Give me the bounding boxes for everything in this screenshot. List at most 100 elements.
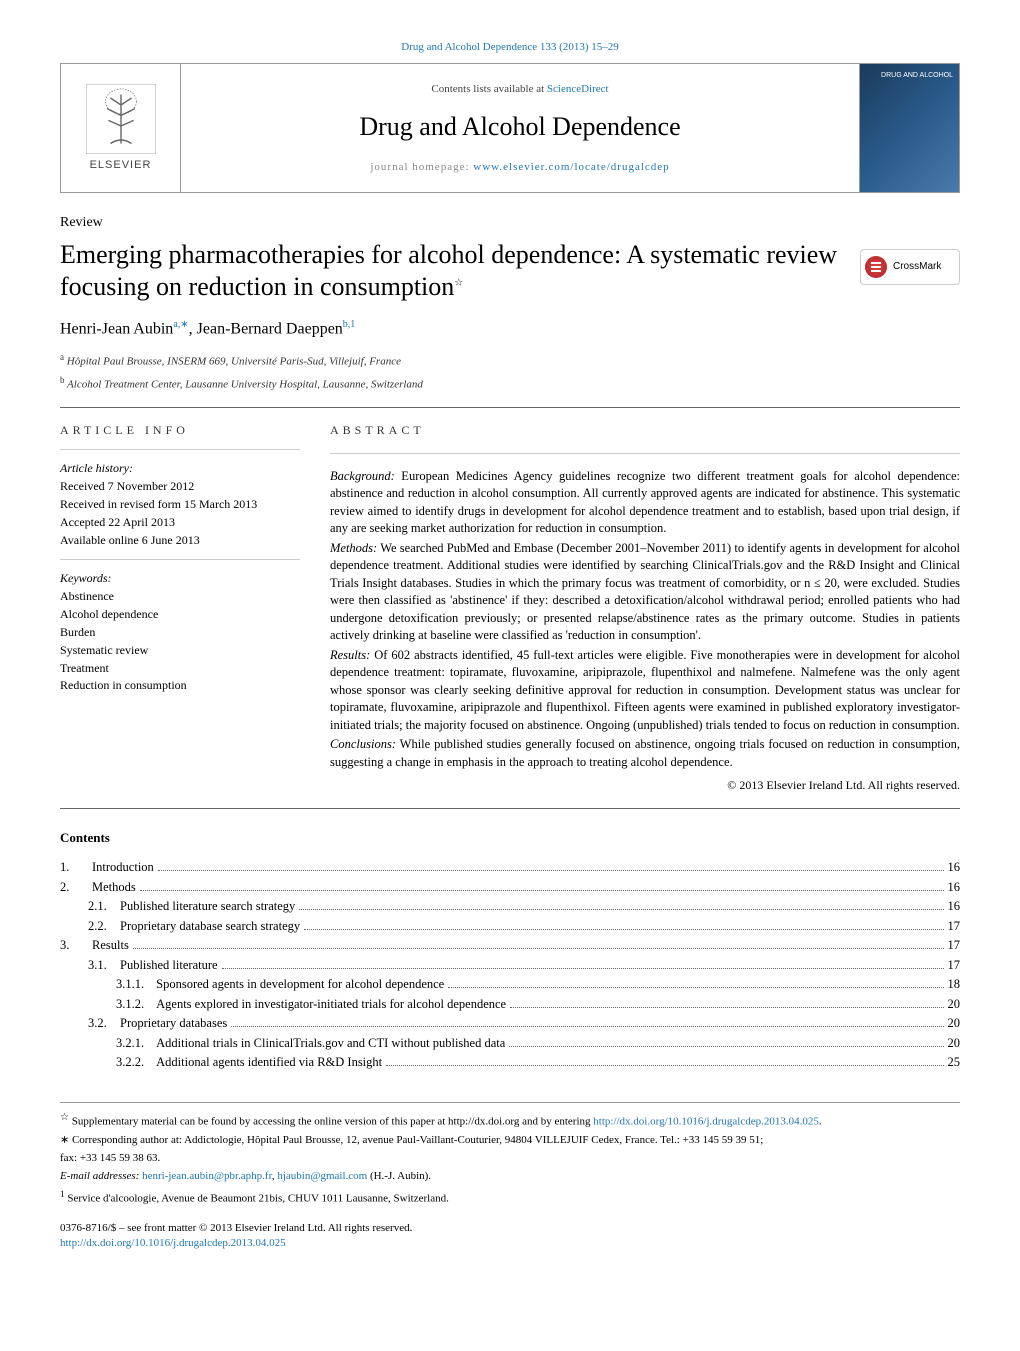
journal-cover-thumbnail: DRUG AND ALCOHOL bbox=[859, 64, 959, 192]
doi-link[interactable]: http://dx.doi.org/10.1016/j.drugalcdep.2… bbox=[60, 1237, 286, 1249]
keyword: Abstinence bbox=[60, 588, 300, 605]
background-text: European Medicines Agency guidelines rec… bbox=[330, 469, 960, 536]
keyword: Burden bbox=[60, 624, 300, 641]
contents-prefix: Contents lists available at bbox=[431, 83, 546, 95]
toc-row[interactable]: 2. Methods 16 bbox=[60, 879, 960, 897]
homepage-link[interactable]: www.elsevier.com/locate/drugalcdep bbox=[473, 161, 669, 173]
journal-homepage: journal homepage: www.elsevier.com/locat… bbox=[370, 160, 669, 175]
toc-text: Methods bbox=[92, 879, 136, 897]
copyright: © 2013 Elsevier Ireland Ltd. All rights … bbox=[330, 777, 960, 794]
background-label: Background: bbox=[330, 469, 395, 483]
history-item: Available online 6 June 2013 bbox=[60, 532, 300, 549]
email-suffix: (H.-J. Aubin). bbox=[367, 1170, 431, 1182]
toc-text: Sponsored agents in development for alco… bbox=[156, 976, 444, 994]
toc-text: Proprietary database search strategy bbox=[120, 918, 300, 936]
abstract-methods: Methods: We searched PubMed and Embase (… bbox=[330, 540, 960, 645]
results-text: Of 602 abstracts identified, 45 full-tex… bbox=[330, 648, 960, 732]
footnote-corresponding: ∗ Corresponding author at: Addictologie,… bbox=[60, 1133, 960, 1148]
contents-heading: Contents bbox=[60, 829, 960, 847]
conclusions-text: While published studies generally focuse… bbox=[330, 737, 960, 769]
toc-dots bbox=[509, 1046, 943, 1047]
toc-row[interactable]: 3.2.Proprietary databases20 bbox=[60, 1015, 960, 1033]
divider bbox=[60, 808, 960, 809]
toc-page: 17 bbox=[948, 957, 961, 975]
toc-page: 16 bbox=[948, 879, 961, 897]
toc-number: 3.1.1. bbox=[116, 976, 144, 994]
toc-text: Additional trials in ClinicalTrials.gov … bbox=[156, 1035, 505, 1053]
author-separator: , Jean-Bernard Daeppen bbox=[189, 320, 343, 337]
toc-row[interactable]: 3.1.Published literature17 bbox=[60, 957, 960, 975]
divider bbox=[60, 407, 960, 408]
page-footer: 0376-8716/$ – see front matter © 2013 El… bbox=[60, 1221, 960, 1252]
title-text: Emerging pharmacotherapies for alcohol d… bbox=[60, 240, 837, 302]
toc-page: 17 bbox=[948, 937, 961, 955]
toc-row[interactable]: 3.1.1. Sponsored agents in development fo… bbox=[60, 976, 960, 994]
author-1: Henri-Jean Aubin bbox=[60, 320, 173, 337]
abstract-background: Background: European Medicines Agency gu… bbox=[330, 468, 960, 538]
toc-row[interactable]: 2.1.Published literature search strategy… bbox=[60, 898, 960, 916]
divider bbox=[60, 449, 300, 450]
supp-link[interactable]: http://dx.doi.org/10.1016/j.drugalcdep.2… bbox=[593, 1115, 819, 1127]
footnote-supplementary: ☆ Supplementary material can be found by… bbox=[60, 1111, 960, 1130]
toc-number: 3.2.2. bbox=[116, 1054, 144, 1072]
email-2[interactable]: hjaubin@gmail.com bbox=[277, 1170, 367, 1182]
table-of-contents: 1. Introduction 162. Methods 162.1.Published… bbox=[60, 859, 960, 1072]
toc-row[interactable]: 3.2.1.Additional trials in ClinicalTrial… bbox=[60, 1035, 960, 1053]
supp-text: Supplementary material can be found by a… bbox=[69, 1115, 593, 1127]
keyword: Treatment bbox=[60, 660, 300, 677]
corr-marker: ∗ bbox=[60, 1134, 69, 1146]
toc-dots bbox=[299, 909, 943, 910]
toc-row[interactable]: 2.2. Proprietary database search strategy… bbox=[60, 918, 960, 936]
elsevier-label: ELSEVIER bbox=[90, 158, 152, 173]
toc-dots bbox=[158, 870, 944, 871]
article-title: Emerging pharmacotherapies for alcohol d… bbox=[60, 239, 960, 304]
toc-row[interactable]: 3.2.2.Additional agents identified via R… bbox=[60, 1054, 960, 1072]
toc-page: 20 bbox=[948, 996, 961, 1014]
service-text: Service d'alcoologie, Avenue de Beaumont… bbox=[65, 1192, 449, 1204]
email-1[interactable]: henri-jean.aubin@pbr.aphp.fr bbox=[142, 1170, 272, 1182]
elsevier-tree-icon bbox=[86, 84, 156, 154]
abstract-results: Results: Of 602 abstracts identified, 45… bbox=[330, 647, 960, 735]
toc-number: 1. bbox=[60, 859, 80, 877]
toc-number: 2.2. bbox=[88, 918, 108, 936]
toc-number: 3.1. bbox=[88, 957, 108, 975]
footnote-email: E-mail addresses: henri-jean.aubin@pbr.a… bbox=[60, 1169, 960, 1184]
journal-reference[interactable]: Drug and Alcohol Dependence 133 (2013) 1… bbox=[60, 40, 960, 55]
issn-line: 0376-8716/$ – see front matter © 2013 El… bbox=[60, 1221, 960, 1236]
toc-number: 2. bbox=[60, 879, 80, 897]
footnote-fax: fax: +33 145 59 38 63. bbox=[60, 1151, 960, 1166]
toc-dots bbox=[448, 987, 943, 988]
toc-page: 25 bbox=[948, 1054, 961, 1072]
toc-row[interactable]: 3.1.2.Agents explored in investigator-in… bbox=[60, 996, 960, 1014]
toc-text: Agents explored in investigator-initiate… bbox=[156, 996, 506, 1014]
toc-dots bbox=[133, 948, 944, 949]
affiliation: b Alcohol Treatment Center, Lausanne Uni… bbox=[60, 374, 960, 393]
abstract-conclusions: Conclusions: While published studies gen… bbox=[330, 736, 960, 771]
abstract-header: abstract bbox=[330, 422, 960, 439]
toc-dots bbox=[304, 929, 943, 930]
contents-available: Contents lists available at ScienceDirec… bbox=[431, 82, 608, 97]
article-type: Review bbox=[60, 213, 960, 233]
footnote-service: 1 Service d'alcoologie, Avenue de Beaumo… bbox=[60, 1188, 960, 1207]
toc-text: Introduction bbox=[92, 859, 154, 877]
toc-page: 17 bbox=[948, 918, 961, 936]
methods-label: Methods: bbox=[330, 541, 377, 555]
toc-row[interactable]: 3.Results17 bbox=[60, 937, 960, 955]
crossmark-badge[interactable]: CrossMark bbox=[860, 249, 960, 285]
history-item: Received in revised form 15 March 2013 bbox=[60, 496, 300, 513]
toc-row[interactable]: 1.Introduction16 bbox=[60, 859, 960, 877]
keyword: Reduction in consumption bbox=[60, 677, 300, 694]
authors: Henri-Jean Aubina,∗, Jean-Bernard Daeppe… bbox=[60, 318, 960, 341]
affiliation: a Hôpital Paul Brousse, INSERM 669, Univ… bbox=[60, 351, 960, 370]
sciencedirect-link[interactable]: ScienceDirect bbox=[547, 83, 609, 95]
supp-period: . bbox=[819, 1115, 822, 1127]
toc-number: 3. bbox=[60, 937, 80, 955]
toc-page: 20 bbox=[948, 1015, 961, 1033]
toc-dots bbox=[140, 890, 944, 891]
divider bbox=[60, 559, 300, 560]
keyword: Systematic review bbox=[60, 642, 300, 659]
toc-page: 18 bbox=[948, 976, 961, 994]
toc-number: 3.2. bbox=[88, 1015, 108, 1033]
journal-header: ELSEVIER Contents lists available at Sci… bbox=[60, 63, 960, 193]
author-1-refs: a,∗ bbox=[173, 319, 188, 330]
